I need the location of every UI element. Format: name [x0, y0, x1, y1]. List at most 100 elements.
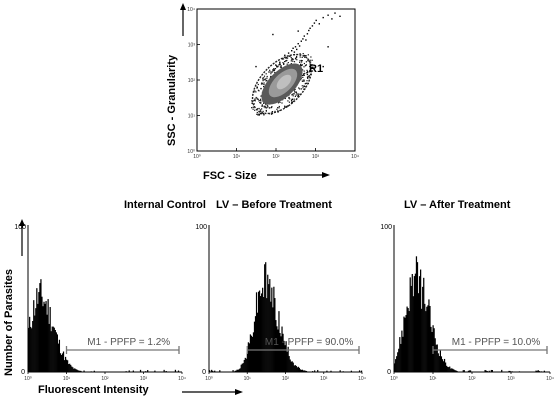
hist-bar — [305, 370, 308, 372]
hist-bar — [422, 286, 424, 372]
scatter-point — [284, 97, 286, 100]
hist-bar — [312, 371, 314, 372]
hist-bar — [245, 358, 247, 372]
scatter-point — [304, 56, 306, 58]
scatter-point — [306, 73, 309, 76]
hist-bar — [77, 370, 79, 372]
scatter-point — [284, 106, 286, 108]
scatter-point — [291, 98, 294, 100]
hist-bar — [69, 363, 71, 372]
scatter-point — [293, 93, 295, 95]
hist-bar — [235, 370, 237, 372]
hist-bar — [278, 311, 280, 372]
scatter-point — [254, 98, 256, 100]
scatter-point — [261, 82, 263, 84]
scatter-point — [309, 59, 311, 61]
scatter-point — [290, 100, 293, 102]
hist-bar — [61, 353, 64, 372]
hist-bar — [536, 371, 538, 372]
scatter-point — [300, 63, 302, 65]
hist-y-tick-label: 0 — [21, 369, 25, 376]
hist-bar — [51, 326, 53, 372]
hist-bar — [78, 370, 80, 372]
scatter-point — [287, 52, 290, 54]
hist-bar — [34, 315, 36, 372]
hist-bar — [39, 283, 41, 372]
scatter-point — [266, 79, 268, 82]
hist-bar — [317, 369, 319, 372]
hist-bar — [40, 279, 42, 372]
hist-bar — [163, 369, 165, 372]
scatter-y-label: SSC - Granularity — [166, 54, 178, 146]
scatter-point — [306, 80, 308, 82]
scatter-point — [287, 105, 289, 107]
hist-bar — [412, 296, 414, 372]
scatter-point — [275, 64, 277, 66]
hist-bar — [490, 369, 492, 372]
hist-bar — [463, 370, 465, 372]
scatter-point — [315, 19, 317, 22]
scatter-point — [261, 104, 263, 106]
scatter-point — [283, 63, 285, 65]
hist-bar — [396, 356, 398, 372]
hist-bar — [177, 370, 180, 372]
scatter-point — [300, 77, 302, 79]
hist-bar — [410, 285, 412, 372]
hist-bar — [430, 326, 432, 372]
density-core — [261, 63, 303, 105]
scatter-point — [279, 66, 282, 68]
scatter-point — [291, 101, 293, 103]
hist-bar — [54, 329, 56, 372]
hist-bar — [405, 315, 407, 372]
hist-bar — [234, 370, 236, 372]
hist-y-tick-label: 100 — [380, 224, 392, 231]
scatter-point — [263, 105, 265, 107]
scatter-point — [261, 105, 263, 107]
scatter-point — [286, 57, 288, 59]
hist-x-tick-label: 10⁴ — [178, 376, 186, 382]
scatter-point — [299, 53, 301, 55]
scatter-point — [312, 66, 314, 68]
hist-bar — [271, 287, 273, 372]
hist-bar — [174, 369, 177, 372]
hist-y-tick-label: 100 — [14, 224, 26, 231]
hist-bar — [240, 364, 242, 372]
scatter-point — [289, 98, 291, 100]
scatter-point — [262, 110, 264, 112]
scatter-point — [301, 56, 303, 58]
scatter-point — [277, 102, 280, 104]
hist-x-tick-label: 10¹ — [63, 376, 71, 382]
scatter-point — [257, 113, 259, 115]
scatter-point — [331, 18, 333, 20]
scatter-point — [284, 105, 286, 107]
hist-bar — [49, 307, 51, 372]
hist-bar — [32, 321, 34, 372]
scatter-x-tick-label: 10⁰ — [193, 154, 201, 160]
scatter-point — [307, 77, 309, 79]
scatter-point — [306, 72, 308, 74]
scatter-point — [305, 82, 307, 84]
hist-bar — [294, 365, 296, 372]
hist-bar — [442, 361, 445, 372]
scatter-point — [299, 88, 301, 90]
scatter-point — [252, 106, 254, 108]
hist-bar — [36, 288, 38, 372]
hist-bar — [423, 277, 425, 372]
hist-bar — [251, 336, 254, 372]
hist-bar — [283, 340, 285, 372]
scatter-point — [303, 70, 305, 72]
hist-bar — [413, 276, 415, 372]
scatter-point — [305, 64, 307, 66]
scatter-point — [259, 99, 261, 101]
hist-bar — [212, 370, 214, 372]
hist-bar — [262, 287, 264, 372]
scatter-point — [304, 72, 306, 74]
hist-bar — [270, 301, 272, 372]
hist-bar — [446, 365, 448, 372]
scatter-point — [265, 73, 267, 75]
scatter-point — [299, 60, 301, 62]
hist-bar — [339, 370, 341, 372]
hist-bar — [518, 371, 521, 372]
scatter-point — [303, 54, 305, 56]
hist-bar — [407, 308, 409, 372]
